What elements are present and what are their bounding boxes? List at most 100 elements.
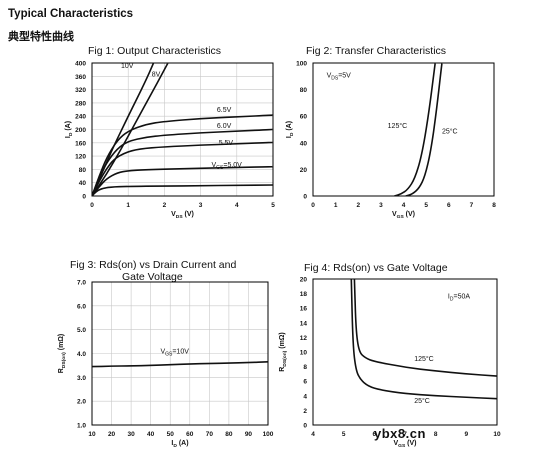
fig3-xtick-label: 10 — [88, 431, 96, 438]
fig3-xtick-label: 70 — [206, 431, 214, 438]
fig1-ytick-label: 160 — [75, 140, 86, 147]
fig4-xtick-label: 10 — [493, 431, 501, 438]
fig1-ytick-label: 400 — [75, 61, 86, 68]
fig1-xtick-label: 3 — [199, 202, 203, 209]
fig2-xtick-label: 0 — [311, 202, 315, 209]
fig4-ytick-label: 12 — [300, 335, 308, 342]
fig4-ytick-label: 10 — [300, 350, 308, 357]
fig4-xtick-label: 8 — [434, 431, 438, 438]
page-subtitle: 典型特性曲线 — [8, 31, 74, 43]
fig4-xtick-label: 6 — [373, 431, 377, 438]
fig4-ytick-label: 6 — [303, 379, 307, 386]
fig4-xlabel: VGS (V) — [393, 440, 416, 449]
fig1-xtick-label: 5 — [271, 202, 275, 209]
fig1-xtick-label: 1 — [126, 202, 130, 209]
fig1-xlabel: VDS (V) — [171, 211, 194, 220]
fig1-ytick-label: 200 — [75, 127, 86, 134]
fig3-xtick-label: 80 — [225, 431, 233, 438]
fig4-ytick-label: 18 — [300, 291, 308, 298]
fig2-series-25C — [405, 63, 443, 196]
fig2-xlabel: VGS (V) — [392, 211, 415, 220]
fig4-ytick-label: 20 — [300, 277, 308, 284]
fig1-annotation: 6.5V — [217, 107, 232, 114]
fig3-ytick-label: 4.0 — [77, 351, 86, 358]
fig3-xtick-label: 90 — [245, 431, 253, 438]
fig4-ytick-label: 16 — [300, 306, 308, 313]
fig1-ytick-label: 280 — [75, 100, 86, 107]
fig1-xtick-label: 4 — [235, 202, 239, 209]
fig4-xtick-label: 7 — [403, 431, 407, 438]
fig1-xtick-label: 0 — [90, 202, 94, 209]
fig3-xlabel: ID (A) — [171, 440, 188, 449]
fig3-annotation: VGS=10V — [160, 349, 189, 358]
fig4-annotation: 25°C — [414, 397, 430, 405]
fig2-xtick-label: 6 — [447, 202, 451, 209]
fig3-xtick-label: 40 — [147, 431, 155, 438]
fig1-ytick-label: 360 — [75, 74, 86, 81]
fig1-annotation: 8V — [152, 71, 161, 78]
fig1-ytick-label: 0 — [82, 194, 86, 201]
fig4-ytick-label: 0 — [303, 423, 307, 430]
fig1-annotation: 5.5V — [219, 140, 234, 147]
fig2-annotation: 25°C — [442, 127, 458, 135]
fig4-ytick-label: 4 — [303, 393, 307, 400]
fig3-ytick-label: 1.0 — [77, 423, 86, 430]
fig3-ytick-label: 5.0 — [77, 327, 86, 334]
fig2-series-125C — [394, 63, 436, 196]
fig4-ylabel: RDS(on) (mΩ) — [279, 332, 288, 372]
fig1-series-60V — [92, 128, 273, 196]
fig2-xtick-label: 8 — [492, 202, 496, 209]
fig2-xtick-label: 7 — [470, 202, 474, 209]
fig1-ytick-label: 120 — [75, 154, 86, 161]
fig3-ylabel: RDS(on) (mΩ) — [58, 334, 67, 374]
fig4-xtick-label: 5 — [342, 431, 346, 438]
fig4-xtick-label: 4 — [311, 431, 315, 438]
fig2-annotation: 125°C — [388, 122, 408, 130]
fig2-ytick-label: 60 — [300, 114, 308, 121]
fig1-series-50V — [92, 165, 273, 196]
fig1-ylabel: ID (A) — [65, 121, 74, 138]
fig4-series-25C — [350, 279, 497, 400]
fig4-ytick-label: 14 — [300, 320, 308, 327]
fig2-xtick-label: 3 — [379, 202, 383, 209]
fig2-ytick-label: 80 — [300, 87, 308, 94]
fig2-ylabel: ID (A) — [286, 121, 295, 138]
fig1-ytick-label: 40 — [79, 180, 87, 187]
fig3-series-VGS10V — [92, 361, 268, 368]
fig4-frame — [312, 278, 498, 426]
fig1-annotation: 6.0V — [217, 123, 232, 130]
fig1-ytick-label: 80 — [79, 167, 87, 174]
fig1-ytick-label: 320 — [75, 87, 86, 94]
page-title: Typical Characteristics — [8, 8, 134, 20]
fig1-xtick-label: 2 — [163, 202, 167, 209]
fig2-xtick-label: 2 — [356, 202, 360, 209]
fig1-series-55V — [92, 141, 273, 196]
fig2-ytick-label: 40 — [300, 140, 308, 147]
fig1-ytick-label: 240 — [75, 114, 86, 121]
fig2-title: Fig 2: Transfer Characteristics — [306, 45, 447, 57]
fig3-xtick-label: 100 — [263, 431, 274, 438]
watermark-text: ybx8.cn — [374, 426, 426, 441]
fig3-xtick-label: 20 — [108, 431, 116, 438]
fig3-xtick-label: 60 — [186, 431, 194, 438]
fig2-annotation: VDS=5V — [327, 73, 352, 82]
fig1-series-curve6 — [92, 184, 273, 196]
fig1-annotation: VGS=5.0V — [211, 162, 242, 171]
fig4-annotation: ID=50A — [448, 294, 470, 303]
fig3-frame — [91, 281, 269, 426]
fig3-ytick-label: 6.0 — [77, 303, 86, 310]
fig1-series-65V — [92, 114, 273, 196]
fig3-title-line1: Fig 3: Rds(on) vs Drain Current and — [70, 259, 237, 271]
fig2-frame — [312, 62, 495, 197]
fig2-xtick-label: 4 — [402, 202, 406, 209]
fig4-title: Fig 4: Rds(on) vs Gate Voltage — [304, 262, 448, 274]
fig1-annotation: 10V — [121, 63, 134, 70]
fig4-series-125C — [353, 279, 497, 377]
fig3-ytick-label: 2.0 — [77, 399, 86, 406]
fig4-xtick-label: 9 — [465, 431, 469, 438]
fig1-series-8V — [92, 63, 169, 196]
fig4-ytick-label: 8 — [303, 364, 307, 371]
fig3-ytick-label: 7.0 — [77, 280, 86, 287]
fig2-xtick-label: 1 — [334, 202, 338, 209]
